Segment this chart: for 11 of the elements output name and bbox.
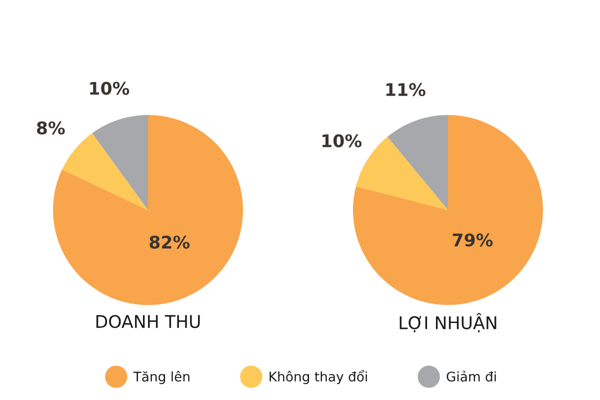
data-label: 79%: [452, 233, 493, 247]
data-label: 10%: [322, 134, 362, 148]
legend-label: Tăng lên: [133, 370, 190, 384]
slice-label: LỢI NHUẬN: [400, 312, 496, 332]
data-label: 8%: [36, 121, 65, 134]
data-label: 82%: [150, 236, 190, 249]
data-label: 11%: [386, 83, 426, 96]
data-label: 10%: [90, 82, 130, 95]
legend-label: Giảm đi: [446, 370, 496, 382]
legend-label: Không thay đổi: [270, 370, 367, 384]
slice-label: DOANH THU: [96, 314, 200, 328]
